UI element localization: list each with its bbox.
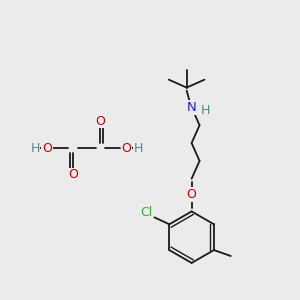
Text: O: O — [121, 142, 131, 154]
Text: H: H — [30, 142, 40, 154]
Text: O: O — [68, 168, 78, 181]
Text: O: O — [95, 115, 105, 128]
Text: O: O — [42, 142, 52, 154]
Text: O: O — [187, 188, 196, 201]
Text: N: N — [187, 101, 196, 114]
Text: Cl: Cl — [140, 206, 153, 219]
Text: H: H — [201, 104, 210, 117]
Text: H: H — [134, 142, 143, 154]
